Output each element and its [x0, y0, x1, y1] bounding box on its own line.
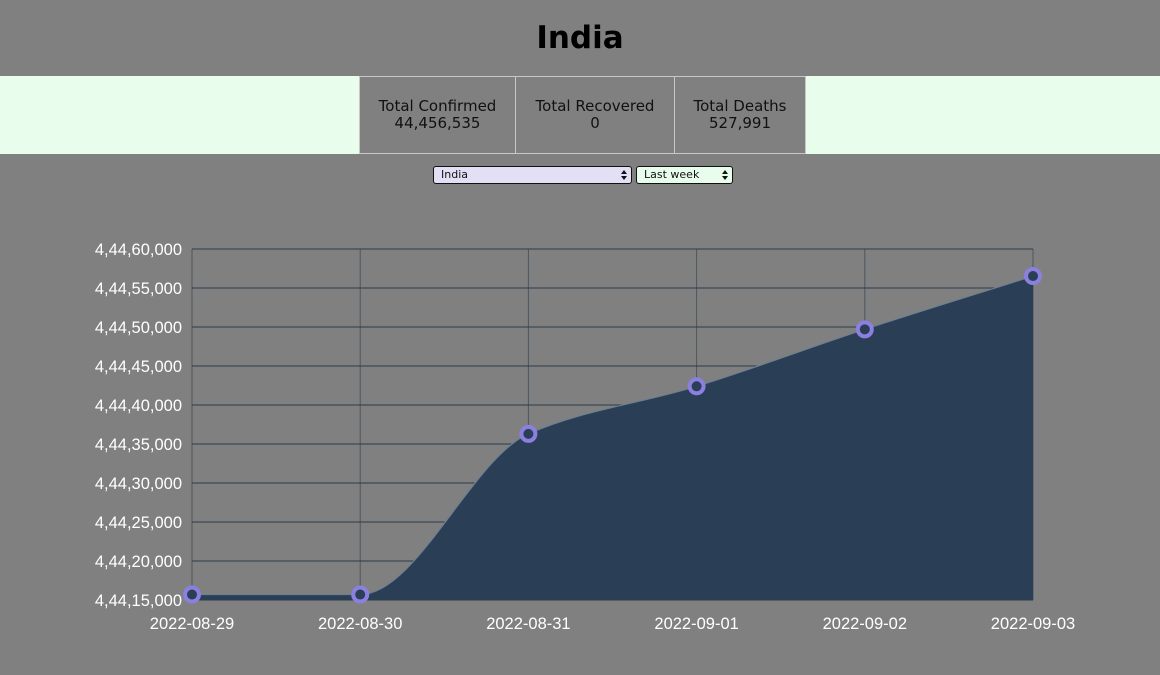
time-range-select[interactable]: Last week — [636, 166, 733, 184]
data-point — [351, 585, 370, 604]
y-tick-label: 4,44,40,000 — [95, 397, 182, 415]
data-point — [1024, 267, 1042, 286]
y-tick-label: 4,44,15,000 — [95, 592, 182, 610]
y-tick-label: 4,44,50,000 — [95, 319, 182, 337]
country-select[interactable]: India — [433, 166, 632, 184]
data-point — [687, 377, 706, 396]
y-tick-label: 4,44,20,000 — [95, 553, 182, 571]
stat-label: Total Deaths — [693, 97, 787, 115]
y-tick-label: 4,44,45,000 — [95, 358, 182, 376]
x-tick-label: 2022-08-29 — [150, 615, 234, 633]
select-arrows-icon — [722, 169, 728, 181]
time-range-select-value: Last week — [644, 168, 700, 181]
y-tick-label: 4,44,30,000 — [95, 475, 182, 493]
x-tick-label: 2022-08-31 — [486, 615, 570, 633]
page-title: India — [536, 20, 624, 56]
stat-total-deaths: Total Deaths 527,991 — [675, 76, 806, 154]
stat-total-confirmed: Total Confirmed 44,456,535 — [359, 76, 516, 154]
y-tick-label: 4,44,25,000 — [95, 514, 182, 532]
area-fill — [192, 276, 1033, 600]
stat-total-recovered: Total Recovered 0 — [516, 76, 675, 154]
x-tick-label: 2022-09-01 — [654, 615, 738, 633]
y-tick-label: 4,44,60,000 — [95, 241, 182, 259]
data-point — [183, 585, 201, 604]
x-tick-label: 2022-09-03 — [991, 615, 1075, 633]
stats-row: Total Confirmed 44,456,535 Total Recover… — [359, 76, 806, 154]
stat-label: Total Recovered — [535, 97, 655, 115]
stats-band: Total Confirmed 44,456,535 Total Recover… — [0, 76, 1160, 154]
data-point — [855, 320, 874, 339]
x-tick-label: 2022-09-02 — [823, 615, 907, 633]
y-tick-label: 4,44,35,000 — [95, 436, 182, 454]
data-point — [519, 424, 538, 443]
stat-value: 0 — [590, 114, 600, 132]
y-tick-label: 4,44,55,000 — [95, 280, 182, 298]
stat-value: 527,991 — [708, 114, 772, 132]
select-arrows-icon — [621, 169, 627, 181]
stat-label: Total Confirmed — [378, 97, 497, 115]
x-tick-label: 2022-08-30 — [318, 615, 402, 633]
stat-value: 44,456,535 — [394, 114, 481, 132]
country-select-value: India — [441, 168, 468, 181]
controls-bar: India Last week — [0, 166, 1160, 184]
